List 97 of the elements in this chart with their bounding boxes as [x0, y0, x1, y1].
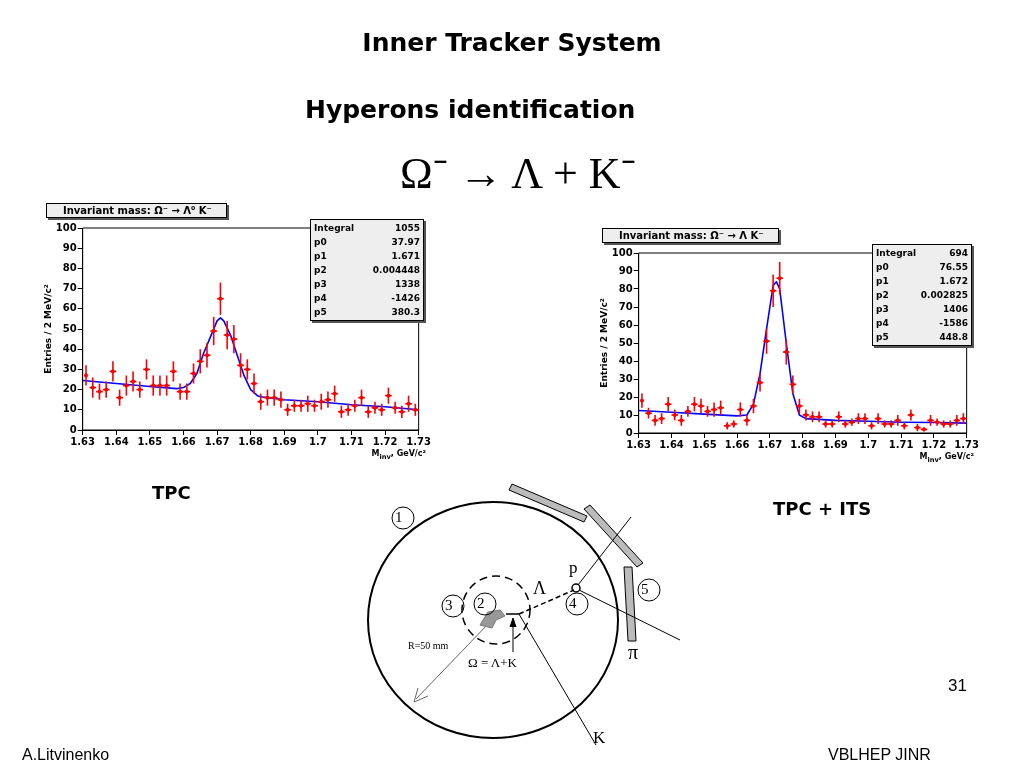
- y-tick-label: 70: [618, 300, 633, 312]
- annotation: 1.671: [391, 250, 420, 263]
- x-tick-label: 1.66: [171, 435, 196, 447]
- x-tick-label: 1.67: [757, 438, 783, 450]
- annotation: 0.004448: [372, 264, 420, 277]
- x-tick-label: 1.69: [823, 438, 848, 450]
- y-tick-label: 20: [62, 383, 77, 395]
- x-tick-label: 1.73: [406, 435, 432, 447]
- y-tick-label: 80: [62, 261, 77, 273]
- text: Hyperons identification: [305, 95, 636, 124]
- chart-title: Invariant mass: Ω⁻ → Λ⁰ K⁻: [46, 203, 227, 218]
- text: TPC + ITS: [773, 498, 872, 519]
- y-tick-label: 50: [618, 336, 633, 348]
- annotation: 448.8: [939, 331, 968, 344]
- y-tick-label: 30: [618, 372, 633, 384]
- annotation: p1: [876, 275, 889, 288]
- y-tick-label: 60: [618, 318, 633, 330]
- x-tick-label: 1.64: [103, 435, 129, 447]
- annotation: p0: [876, 261, 889, 274]
- x-tick-label: 1.63: [626, 438, 652, 450]
- annotation: p0: [314, 236, 327, 249]
- x-tick-label: 1.69: [271, 435, 297, 447]
- annotation: 380.3: [391, 306, 420, 319]
- text: K: [593, 728, 606, 749]
- text: 31: [948, 676, 967, 697]
- annotation: -1426: [391, 292, 420, 305]
- y-tick-label: 60: [62, 302, 77, 314]
- annotation: p5: [876, 331, 889, 344]
- annotation: p5: [314, 306, 327, 319]
- y-axis-title: Entries / 2 MeV/c²: [598, 298, 609, 388]
- annotation: p4: [314, 292, 327, 305]
- annotation: p1: [314, 250, 327, 263]
- annotation: p4: [876, 317, 889, 330]
- x-axis-title: M$_{inv}$, GeV/c²: [371, 449, 426, 461]
- text: R=50 mm: [408, 640, 449, 652]
- annotation: 76.55: [939, 261, 968, 274]
- x-tick-label: 1.72: [372, 435, 398, 447]
- y-tick-label: 30: [62, 362, 77, 374]
- text: p: [569, 558, 578, 579]
- annotation: 37.97: [391, 236, 420, 249]
- annotation: p3: [876, 303, 889, 316]
- y-tick-label: 20: [618, 390, 633, 402]
- x-axis-title: M$_{inv}$, GeV/c²: [919, 452, 974, 464]
- text: π: [628, 640, 639, 664]
- y-axis-title: Entries / 2 MeV/c²: [42, 284, 53, 374]
- annotation: 0.002825: [920, 289, 968, 302]
- x-tick-label: 1.68: [790, 438, 816, 450]
- annotation: -1586: [939, 317, 968, 330]
- x-tick-label: 1.68: [238, 435, 264, 447]
- x-tick-label: 1.65: [137, 435, 163, 447]
- text: VBLHEP JINR: [828, 745, 931, 765]
- x-tick-label: 1.63: [70, 435, 96, 447]
- y-tick-label: 50: [62, 322, 77, 334]
- annotation: 1406: [942, 303, 968, 316]
- y-tick-label: 100: [611, 246, 633, 258]
- text: Ω = Λ+K: [468, 655, 517, 671]
- chart-title: Invariant mass: Ω⁻ → Λ K⁻: [602, 228, 779, 243]
- text: A.Litvinenko: [22, 745, 110, 765]
- text: TPC: [152, 482, 191, 503]
- text: 2: [477, 594, 485, 612]
- x-tick-label: 1.72: [921, 438, 947, 450]
- annotation: Integral: [314, 222, 355, 235]
- annotation: 694: [949, 247, 968, 260]
- x-tick-label: 1.67: [204, 435, 230, 447]
- y-tick-label: 90: [618, 264, 633, 276]
- annotation: p2: [876, 289, 889, 302]
- text: Λ: [533, 578, 547, 600]
- annotation: Integral: [876, 247, 917, 260]
- x-tick-label: 1.73: [954, 438, 980, 450]
- y-tick-label: 70: [62, 282, 77, 294]
- x-tick-label: 1.64: [659, 438, 684, 450]
- x-tick-label: 1.71: [339, 435, 364, 447]
- y-tick-label: 80: [618, 282, 633, 294]
- y-tick-label: 90: [62, 241, 77, 253]
- x-tick-label: 1.7: [309, 435, 327, 447]
- text: 3: [445, 596, 453, 614]
- y-tick-label: 0: [625, 426, 633, 438]
- y-tick-label: 40: [618, 354, 633, 366]
- text: Ω⁻ → Λ + K⁻: [400, 148, 636, 200]
- x-tick-label: 1.7: [859, 438, 878, 450]
- annotation: p3: [314, 278, 327, 291]
- y-tick-label: 0: [69, 423, 77, 435]
- text: 5: [641, 580, 649, 598]
- annotation: 1338: [394, 278, 420, 291]
- y-tick-label: 40: [62, 342, 77, 354]
- text: Inner Tracker System: [361, 28, 663, 57]
- annotation: 1.672: [939, 275, 968, 288]
- x-tick-label: 1.71: [888, 438, 914, 450]
- x-tick-label: 1.65: [691, 438, 717, 450]
- y-tick-label: 100: [55, 221, 77, 233]
- text: 4: [569, 594, 577, 612]
- annotation: p2: [314, 264, 327, 277]
- annotation: 1055: [394, 222, 420, 235]
- x-tick-label: 1.66: [724, 438, 750, 450]
- y-tick-label: 10: [618, 408, 633, 420]
- text: 1: [395, 508, 403, 526]
- y-tick-label: 10: [62, 403, 77, 415]
